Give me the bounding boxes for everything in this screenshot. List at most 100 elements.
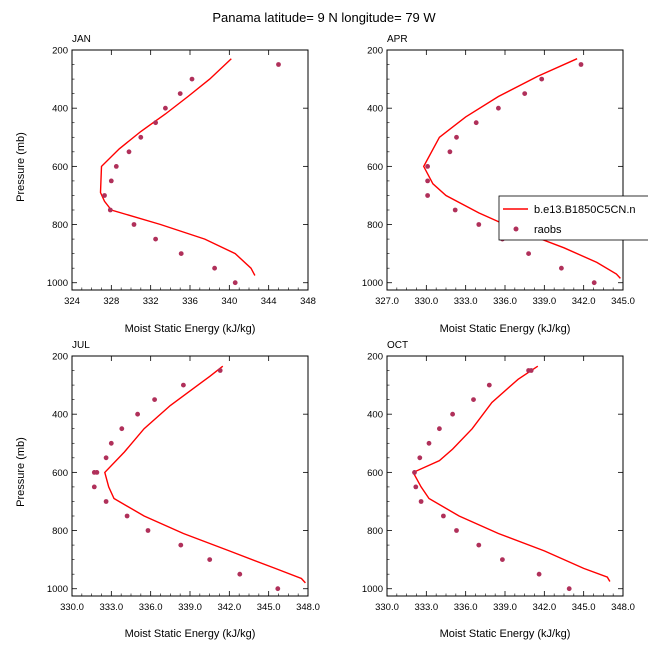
- x-tick-label-jan: 324: [64, 296, 80, 307]
- plot-frame-oct: [386, 355, 624, 597]
- y-tick-label-jan: 600: [52, 162, 68, 173]
- x-tick-label-jan: 336: [182, 296, 198, 307]
- legend-model-label: b.e13.B1850C5CN.n: [534, 204, 636, 216]
- obs-point-jul: [237, 571, 243, 577]
- x-tick-label-apr: 333.0: [454, 296, 478, 307]
- obs-point-jul: [181, 382, 186, 388]
- panel-apr: 327.0 330.0 333.0 336.0 339.0 342.0 345.0 200 40…: [362, 34, 635, 335]
- panel-label-oct: OCT: [387, 340, 408, 351]
- obs-point-oct: [437, 426, 442, 432]
- obs-point-jul: [152, 397, 158, 402]
- x-tick-label-jul: 348.0: [296, 602, 320, 613]
- obs-point-oct: [413, 484, 419, 490]
- obs-point-oct: [471, 397, 476, 402]
- plot-frame-jul: [71, 355, 309, 597]
- x-tick-label-apr: 345.0: [611, 296, 635, 307]
- x-tick-label-apr: 327.0: [375, 296, 399, 307]
- y-tick-label-oct: 600: [367, 468, 383, 479]
- x-tick-label-oct: 339.0: [493, 602, 517, 613]
- obs-point-apr: [425, 178, 430, 184]
- x-tick-label-apr: 330.0: [414, 296, 438, 307]
- obs-point-jul: [103, 499, 109, 504]
- obs-point-oct: [417, 455, 423, 461]
- plot-area-jul: 330.0 333.0 336.0 339.0 342.0 345.0 348.0 200 40…: [47, 352, 320, 614]
- x-tick-label-jul: 330.0: [60, 602, 84, 613]
- obs-point-jul: [108, 440, 114, 446]
- x-tick-label-apr: 339.0: [532, 296, 556, 307]
- x-tick-label-jan: 328: [103, 296, 119, 307]
- legend-obs-label: raobs: [534, 224, 562, 236]
- x-tick-label-apr: 336.0: [493, 296, 517, 307]
- obs-point-jul: [145, 528, 151, 533]
- plot-area-apr: 327.0 330.0 333.0 336.0 339.0 342.0 345.0 200 40…: [362, 46, 635, 308]
- y-tick-label-apr: 400: [367, 104, 383, 115]
- model-line-jan: [99, 58, 256, 276]
- y-tick-label-apr: 200: [367, 46, 383, 57]
- obs-point-jan: [178, 251, 184, 256]
- obs-point-jan: [189, 76, 195, 82]
- x-tick-label-oct: 348.0: [611, 602, 635, 613]
- y-tick-label-oct: 400: [367, 410, 383, 421]
- y-tick-label-jul: 200: [52, 352, 68, 363]
- obs-point-jul: [207, 557, 213, 562]
- obs-point-oct: [412, 470, 417, 475]
- y-tick-label-jan: 200: [52, 46, 68, 57]
- obs-point-oct: [426, 440, 432, 446]
- obs-point-jan: [138, 134, 144, 140]
- obs-point-oct: [566, 586, 572, 592]
- legend-box: [498, 195, 648, 241]
- panel-label-jul: JUL: [72, 340, 90, 351]
- y-tick-label-oct: 200: [367, 352, 383, 363]
- obs-point-apr: [425, 193, 430, 198]
- x-tick-label-jul: 336.0: [139, 602, 163, 613]
- obs-point-oct: [526, 368, 531, 373]
- y-tick-label-jan: 1000: [47, 278, 68, 289]
- y-tick-label-apr: 1000: [362, 278, 383, 289]
- legend-obs-swatch: [513, 226, 519, 232]
- obs-point-jan: [232, 280, 238, 286]
- obs-point-oct: [536, 571, 542, 577]
- obs-point-jul: [135, 411, 141, 417]
- plot-frame-apr: [386, 49, 624, 291]
- obs-point-apr: [496, 105, 501, 111]
- y-tick-label-apr: 800: [367, 220, 383, 231]
- obs-point-jan: [153, 120, 159, 126]
- y-tick-label-jul: 1000: [47, 584, 68, 595]
- y-tick-label-jul: 400: [52, 410, 68, 421]
- model-line-oct: [412, 365, 611, 582]
- obs-point-apr: [559, 265, 564, 271]
- x-tick-label-oct: 342.0: [532, 602, 556, 613]
- y-axis-label-jan: Pressure (mb): [15, 132, 27, 202]
- obs-point-oct: [476, 542, 482, 548]
- x-tick-label-jan: 332: [143, 296, 159, 307]
- x-tick-label-oct: 345.0: [572, 602, 596, 613]
- legend: b.e13.B1850C5CN.n raobs: [498, 195, 648, 241]
- x-tick-label-jan: 340: [221, 296, 237, 307]
- obs-point-oct: [450, 411, 455, 417]
- panel-label-jan: JAN: [72, 34, 91, 45]
- obs-point-jul: [217, 368, 223, 373]
- obs-point-apr: [473, 120, 479, 126]
- obs-point-apr: [591, 280, 597, 286]
- obs-point-jan: [126, 149, 132, 155]
- obs-point-jan: [153, 236, 159, 242]
- obs-point-apr: [425, 164, 430, 169]
- obs-point-jan: [102, 193, 107, 198]
- x-tick-label-jan: 344: [261, 296, 277, 307]
- x-tick-label-jul: 345.0: [257, 602, 281, 613]
- panel-oct: 330.0 333.0 336.0 339.0 342.0 345.0 348.0 200 40…: [362, 340, 635, 640]
- obs-point-apr: [526, 251, 531, 256]
- y-tick-label-apr: 600: [367, 162, 383, 173]
- figure-title: Panama latitude= 9 N longitude= 79 W: [212, 10, 436, 25]
- obs-point-apr: [522, 91, 528, 96]
- y-axis-label-jul: Pressure (mb): [15, 437, 27, 507]
- x-tick-label-oct: 330.0: [375, 602, 399, 613]
- plot-frame-jan: [71, 49, 309, 291]
- x-tick-label-jul: 333.0: [99, 602, 123, 613]
- plot-area-oct: 330.0 333.0 336.0 339.0 342.0 345.0 348.0 200 40…: [362, 352, 635, 614]
- obs-point-jan: [212, 265, 218, 271]
- obs-point-jan: [108, 178, 114, 184]
- obs-point-jul: [275, 586, 281, 592]
- obs-point-jul: [178, 542, 184, 548]
- y-tick-label-jul: 600: [52, 468, 68, 479]
